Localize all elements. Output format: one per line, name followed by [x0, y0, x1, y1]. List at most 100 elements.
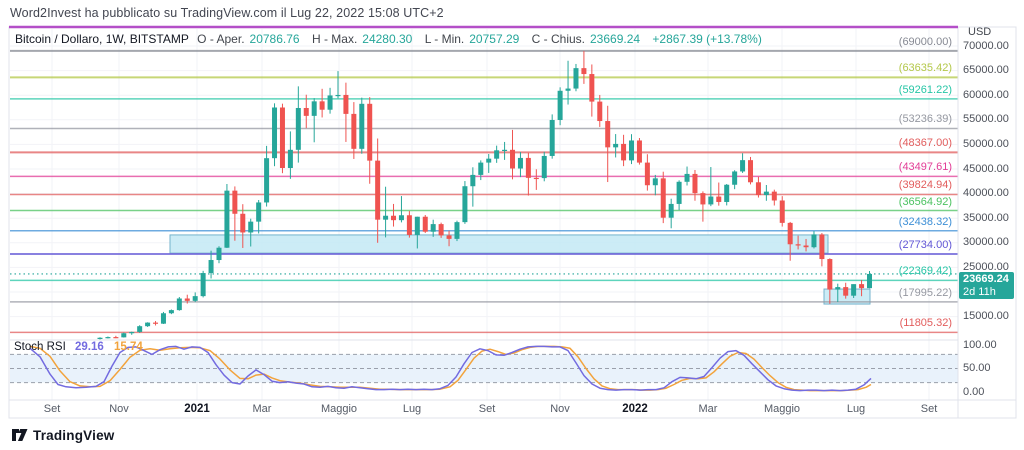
candle[interactable] [708, 167, 714, 207]
candle[interactable] [129, 331, 135, 335]
candle[interactable] [748, 156, 754, 185]
price-axis-label[interactable]: 40000.00 [963, 187, 1009, 200]
stoch-axis-label[interactable]: 100.00 [963, 338, 997, 351]
candle[interactable] [383, 186, 389, 238]
price-axis-label[interactable]: 70000.00 [963, 39, 1009, 52]
candle[interactable] [256, 199, 262, 234]
time-axis-label[interactable]: Set [43, 403, 61, 415]
candle[interactable] [343, 82, 349, 142]
candle[interactable] [486, 153, 492, 173]
symbol-title[interactable]: Bitcoin / Dollaro, 1W, BITSTAMP [15, 32, 189, 46]
candle[interactable] [684, 166, 690, 186]
candle[interactable] [740, 153, 746, 173]
candle[interactable] [224, 184, 230, 248]
candle[interactable] [137, 325, 143, 333]
candle[interactable] [414, 216, 420, 249]
price-axis-label[interactable]: 65000.00 [963, 64, 1009, 77]
price-axis-label[interactable]: 45000.00 [963, 162, 1009, 175]
candle[interactable] [581, 50, 587, 84]
stoch-axis-label[interactable]: 50.00 [963, 362, 991, 374]
candle[interactable] [470, 167, 476, 207]
time-axis-label[interactable]: 2021 [184, 403, 210, 415]
time-axis-label[interactable]: Nov [109, 403, 129, 415]
candle[interactable] [795, 235, 801, 250]
candle[interactable] [724, 184, 730, 206]
candle[interactable] [763, 184, 769, 201]
candle[interactable] [335, 71, 341, 99]
candle[interactable] [573, 63, 579, 92]
stoch-rsi-legend[interactable]: Stoch RSI 29.16 15.74 [14, 341, 143, 353]
tradingview-logo[interactable]: TradingView [12, 428, 114, 443]
candle[interactable] [517, 152, 523, 178]
candle[interactable] [779, 196, 785, 227]
time-axis-label[interactable]: Set [920, 403, 938, 415]
candle[interactable] [541, 151, 547, 182]
time-axis-label[interactable]: Mar [252, 403, 272, 415]
plot-area[interactable] [10, 29, 958, 400]
candle[interactable] [438, 222, 444, 238]
candle[interactable] [494, 145, 500, 163]
candle[interactable] [859, 279, 865, 297]
candle[interactable] [565, 60, 571, 105]
price-axis-label[interactable]: 15000.00 [963, 310, 1009, 323]
candle[interactable] [629, 134, 635, 165]
price-axis-label[interactable]: 50000.00 [963, 137, 1009, 150]
candle[interactable] [279, 103, 285, 174]
candle[interactable] [264, 145, 270, 207]
candle[interactable] [232, 186, 238, 241]
candle[interactable] [835, 283, 841, 303]
candle[interactable] [700, 191, 706, 222]
candle[interactable] [605, 105, 611, 183]
candle[interactable] [589, 64, 595, 117]
candle[interactable] [168, 309, 174, 315]
candle[interactable] [827, 258, 833, 304]
candle[interactable] [145, 322, 151, 327]
candle[interactable] [510, 129, 516, 180]
candle[interactable] [295, 86, 301, 163]
stoch-axis-label[interactable]: 0.00 [963, 385, 985, 398]
candle[interactable] [287, 131, 293, 179]
candle[interactable] [272, 103, 278, 167]
candle[interactable] [208, 250, 214, 279]
candle[interactable] [613, 134, 619, 158]
time-axis-label[interactable]: 2022 [622, 403, 648, 415]
candle[interactable] [160, 311, 166, 324]
stoch-rsi-title[interactable]: Stoch RSI [14, 341, 66, 353]
candle[interactable] [311, 98, 317, 143]
candle[interactable] [660, 171, 666, 224]
candle[interactable] [811, 231, 817, 249]
candle[interactable] [359, 97, 365, 154]
price-axis-label[interactable]: 60000.00 [963, 88, 1009, 101]
price-axis-label[interactable]: 30000.00 [963, 236, 1009, 249]
candle[interactable] [327, 87, 333, 114]
price-axis-label[interactable]: 35000.00 [963, 211, 1009, 224]
candle[interactable] [391, 203, 397, 227]
time-axis-label[interactable]: Nov [550, 403, 570, 415]
time-axis-label[interactable]: Set [478, 403, 496, 415]
candle[interactable] [462, 181, 468, 224]
candle[interactable] [446, 230, 452, 247]
candle[interactable] [113, 335, 119, 339]
candle[interactable] [216, 246, 222, 264]
candle[interactable] [248, 218, 254, 247]
candle[interactable] [525, 152, 531, 196]
candle[interactable] [557, 87, 563, 126]
candle[interactable] [200, 270, 206, 298]
candle[interactable] [422, 215, 428, 233]
candle[interactable] [406, 211, 412, 238]
candle[interactable] [803, 238, 809, 252]
candle[interactable] [771, 189, 777, 206]
candle[interactable] [430, 219, 436, 237]
time-axis-label[interactable]: Maggio [320, 403, 358, 415]
candle[interactable] [867, 270, 872, 289]
candle[interactable] [192, 292, 198, 303]
candle[interactable] [319, 88, 325, 118]
candle[interactable] [502, 141, 508, 160]
candle[interactable] [668, 198, 674, 229]
candle[interactable] [621, 134, 627, 167]
drawn-zone-rectangle[interactable] [169, 234, 829, 254]
candle[interactable] [636, 138, 642, 165]
candle[interactable] [732, 170, 738, 190]
candle[interactable] [176, 297, 182, 311]
